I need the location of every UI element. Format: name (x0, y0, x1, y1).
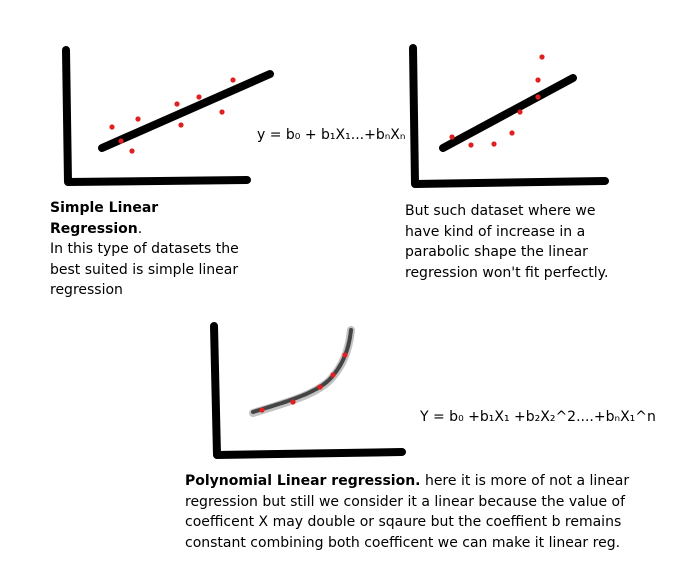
data-point (317, 384, 323, 390)
data-point (129, 148, 135, 154)
data-point (535, 94, 541, 100)
simple-regression-formula: y = b₀ + b₁X₁...+bₙXₙ (257, 127, 406, 143)
data-point (178, 122, 184, 128)
data-point (468, 142, 474, 148)
data-point (109, 124, 115, 130)
data-point (330, 372, 336, 378)
parabolic-fit-line (439, 74, 577, 152)
data-point (230, 77, 236, 83)
simple-fit-line (98, 70, 274, 152)
data-point (135, 116, 141, 122)
data-point (259, 407, 265, 413)
simple-regression-title-suffix: . (137, 220, 143, 237)
data-point (535, 77, 541, 83)
polynomial-plot-axes (210, 322, 406, 459)
data-point (196, 94, 202, 100)
data-point (509, 130, 515, 136)
data-point (118, 138, 124, 144)
parabolic-plot-axes (409, 44, 609, 188)
data-point (174, 101, 180, 107)
polynomial-regression-formula: Y = b₀ +b₁X₁ +b₂X₂^2....+bₙX₁^n (420, 409, 656, 425)
data-point (290, 399, 296, 405)
polynomial-title: Polynomial Linear regression. (185, 473, 421, 489)
data-point (539, 54, 545, 60)
parabolic-note: But such dataset where we have kind of i… (405, 203, 609, 281)
parabolic-data-points (449, 54, 545, 148)
simple-regression-plot (62, 46, 274, 186)
simple-regression-caption: Simple Linear Regression. In this type o… (50, 198, 255, 301)
data-point (342, 352, 348, 358)
polynomial-caption: Polynomial Linear regression. here it is… (185, 471, 635, 553)
parabolic-data-plot (409, 44, 609, 188)
polynomial-curve (251, 328, 353, 414)
simple-plot-axes (62, 46, 251, 186)
data-point (219, 109, 225, 115)
polynomial-data-points (259, 352, 348, 413)
data-point (491, 141, 497, 147)
data-point (517, 109, 523, 115)
polynomial-plot (210, 322, 406, 459)
polynomial-body: here it is more of not a linear regressi… (185, 473, 630, 551)
simple-data-points (109, 77, 236, 154)
simple-regression-title: Simple Linear Regression (50, 200, 159, 237)
simple-regression-body: In this type of datasets the best suited… (50, 241, 239, 298)
data-point (449, 134, 455, 140)
